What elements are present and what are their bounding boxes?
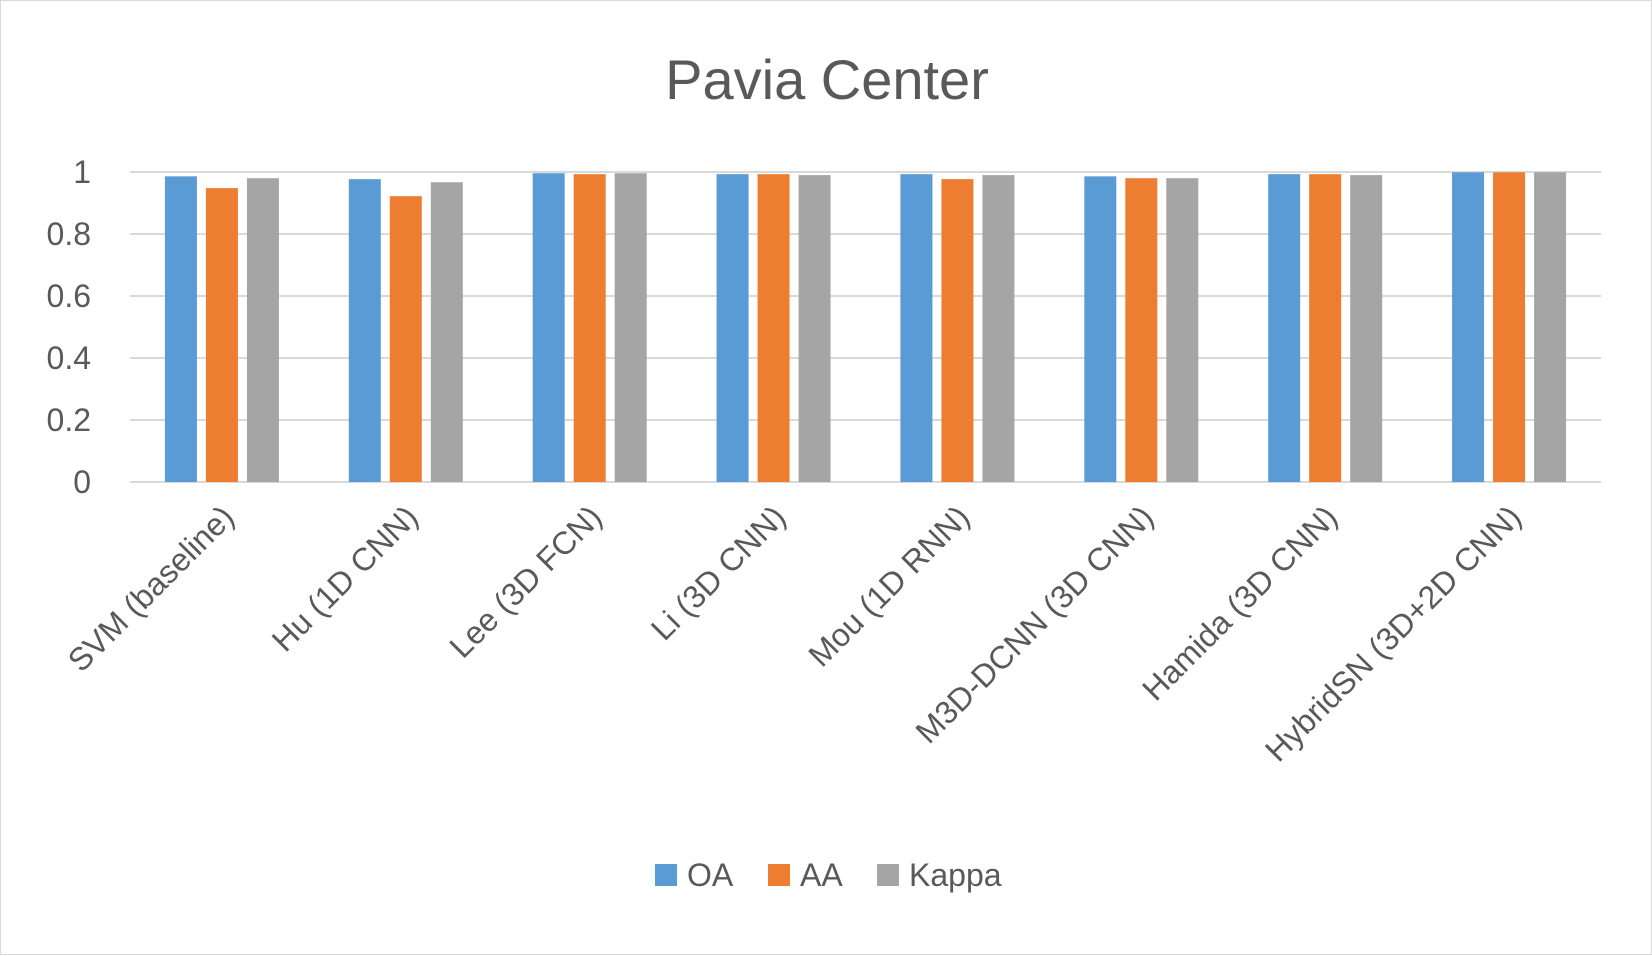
x-category-label: Lee (3D FCN) bbox=[442, 498, 608, 664]
legend-swatch-oa bbox=[655, 864, 677, 886]
x-category-label: SVM (baseline) bbox=[61, 498, 241, 678]
bar-aa-5 bbox=[941, 179, 974, 482]
bar-oa-2 bbox=[348, 179, 381, 482]
y-tick-label: 0.6 bbox=[47, 278, 91, 314]
y-tick-label: 1 bbox=[73, 154, 91, 190]
bar-kappa-7 bbox=[1350, 175, 1383, 482]
bar-kappa-1 bbox=[246, 178, 279, 482]
bar-kappa-6 bbox=[1166, 178, 1199, 482]
x-category-label: Hu (1D CNN) bbox=[265, 498, 425, 658]
y-tick-label: 0.8 bbox=[47, 216, 91, 252]
legend-label-oa: OA bbox=[687, 857, 734, 893]
legend-label-aa: AA bbox=[800, 857, 843, 893]
legend-swatch-kappa bbox=[877, 864, 899, 886]
bar-kappa-8 bbox=[1534, 172, 1567, 482]
bar-oa-4 bbox=[716, 174, 749, 483]
bar-aa-4 bbox=[757, 174, 790, 483]
bar-kappa-3 bbox=[614, 173, 647, 483]
y-tick-label: 0.4 bbox=[47, 340, 91, 376]
legend-label-kappa: Kappa bbox=[909, 857, 1002, 893]
x-category-label: Mou (1D RNN) bbox=[801, 498, 976, 673]
bar-oa-8 bbox=[1452, 172, 1485, 482]
bar-aa-6 bbox=[1125, 178, 1158, 482]
bar-aa-7 bbox=[1309, 174, 1342, 483]
bar-oa-5 bbox=[900, 174, 933, 483]
bar-oa-1 bbox=[164, 176, 197, 482]
chart-title: Pavia Center bbox=[665, 48, 989, 111]
x-category-label: Hamida (3D CNN) bbox=[1135, 498, 1344, 707]
y-axis-tick-labels: 0 0.2 0.4 0.6 0.8 1 bbox=[47, 154, 91, 500]
bar-kappa-5 bbox=[982, 175, 1015, 482]
bar-kappa-2 bbox=[430, 182, 463, 483]
bar-aa-8 bbox=[1493, 172, 1526, 482]
legend-swatch-aa bbox=[768, 864, 790, 886]
bar-oa-6 bbox=[1084, 176, 1117, 482]
bar-aa-3 bbox=[573, 174, 606, 483]
x-axis-category-labels: SVM (baseline) Hu (1D CNN) Lee (3D FCN) Li … bbox=[61, 498, 1528, 768]
bar-oa-3 bbox=[532, 173, 565, 483]
y-tick-label: 0.2 bbox=[47, 402, 91, 438]
y-tick-label: 0 bbox=[73, 464, 91, 500]
legend: OA AA Kappa bbox=[655, 857, 1002, 893]
bars bbox=[164, 172, 1567, 483]
bar-oa-7 bbox=[1268, 174, 1301, 483]
bar-kappa-4 bbox=[798, 175, 831, 482]
bar-aa-2 bbox=[389, 196, 422, 482]
bar-aa-1 bbox=[205, 188, 238, 482]
x-category-label: Li (3D CNN) bbox=[644, 498, 793, 647]
